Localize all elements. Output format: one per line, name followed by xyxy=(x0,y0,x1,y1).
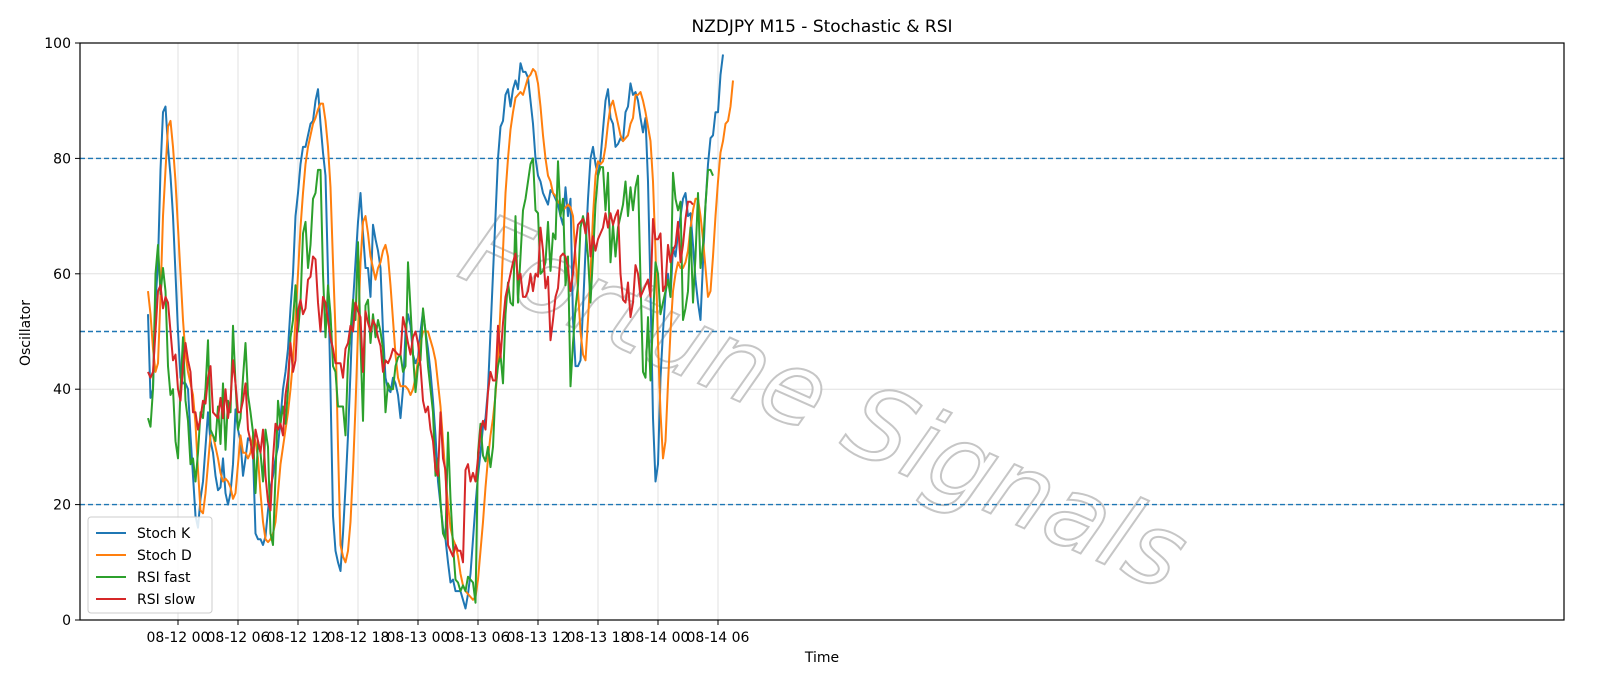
legend-label: RSI fast xyxy=(137,570,191,586)
y-tick-label: 100 xyxy=(44,36,71,52)
y-tick-label: 40 xyxy=(53,382,71,398)
chart-title: NZDJPY M15 - Stochastic & RSI xyxy=(691,17,952,37)
x-tick-label: 08-12 06 xyxy=(207,630,270,646)
x-tick-label: 08-12 00 xyxy=(147,630,210,646)
x-tick-label: 08-13 12 xyxy=(507,630,570,646)
series-line-stoch-k xyxy=(147,54,724,610)
series-layer xyxy=(147,54,734,610)
x-tick-label: 08-13 18 xyxy=(567,630,630,646)
y-tick-label: 20 xyxy=(53,498,71,514)
x-tick-label: 08-14 06 xyxy=(687,630,750,646)
x-tick-label: 08-14 00 xyxy=(627,630,690,646)
x-tick-label: 08-12 12 xyxy=(267,630,330,646)
legend-label: Stoch K xyxy=(137,526,191,542)
legend-label: RSI slow xyxy=(137,592,195,608)
legend-label: Stoch D xyxy=(137,548,192,564)
series-line-stoch-d xyxy=(147,68,734,601)
y-tick-label: 80 xyxy=(53,151,71,167)
y-axis: 0 20 40 60 80 100 xyxy=(44,36,80,629)
y-axis-title: Oscillator xyxy=(18,300,34,366)
x-axis-title: Time xyxy=(804,650,839,666)
series-line-rsi-slow xyxy=(147,200,694,564)
x-tick-label: 08-13 06 xyxy=(447,630,510,646)
legend: Stoch K Stoch D RSI fast RSI slow xyxy=(87,516,213,614)
y-tick-label: 0 xyxy=(62,613,71,629)
reference-lines xyxy=(80,157,1564,506)
x-tick-label: 08-13 00 xyxy=(387,630,450,646)
legend-box xyxy=(87,516,213,614)
plot-frame xyxy=(79,42,1565,621)
x-tick-label: 08-12 18 xyxy=(327,630,390,646)
y-tick-label: 60 xyxy=(53,267,71,283)
